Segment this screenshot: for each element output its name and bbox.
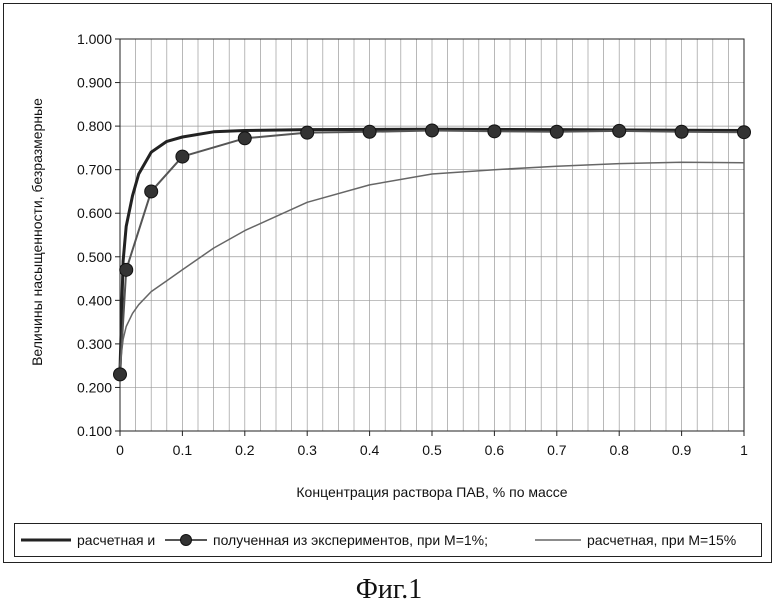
- x-tick-label: 0.8: [609, 442, 629, 458]
- data-point: [363, 125, 376, 138]
- y-tick-label: 0.400: [77, 292, 112, 308]
- data-point: [238, 132, 251, 145]
- data-point: [550, 125, 563, 138]
- y-tick-label: 0.500: [77, 249, 112, 265]
- x-axis-label: Концентрация раствора ПАВ, % по массе: [296, 484, 567, 500]
- data-point: [613, 124, 626, 137]
- legend-item-m15: расчетная, при М=15%: [587, 532, 736, 548]
- x-tick-label: 1: [740, 442, 748, 458]
- data-point: [120, 263, 133, 276]
- chart: 0.1000.2000.3000.4000.5000.6000.7000.800…: [0, 0, 778, 565]
- data-point: [176, 150, 189, 163]
- x-tick-label: 0.4: [360, 442, 380, 458]
- axes: 0.1000.2000.3000.4000.5000.6000.7000.800…: [77, 31, 748, 458]
- y-tick-label: 0.600: [77, 205, 112, 221]
- y-tick-label: 0.300: [77, 336, 112, 352]
- x-tick-label: 0.1: [173, 442, 193, 458]
- legend-item-calculated: расчетная и: [77, 532, 155, 548]
- legend-item-experimental: полученная из экспериментов, при М=1%;: [213, 532, 488, 548]
- data-point: [488, 125, 501, 138]
- legend: расчетная и полученная из экспериментов,…: [14, 523, 762, 557]
- x-tick-label: 0: [116, 442, 124, 458]
- legend-swatch-exp-marker: [181, 535, 192, 546]
- figure-caption: Фиг.1: [0, 574, 778, 606]
- x-tick-label: 0.2: [235, 442, 255, 458]
- data-point: [145, 185, 158, 198]
- y-tick-label: 0.200: [77, 379, 112, 395]
- data-point: [738, 126, 751, 139]
- grid: [120, 39, 744, 431]
- data-point: [301, 126, 314, 139]
- y-tick-label: 0.100: [77, 423, 112, 439]
- y-tick-label: 0.800: [77, 118, 112, 134]
- y-tick-label: 0.900: [77, 75, 112, 91]
- data-point: [675, 125, 688, 138]
- data-point: [426, 124, 439, 137]
- legend-svg: расчетная и полученная из экспериментов,…: [15, 524, 761, 556]
- x-tick-label: 0.5: [422, 442, 442, 458]
- x-tick-label: 0.6: [485, 442, 505, 458]
- y-tick-label: 1.000: [77, 31, 112, 47]
- x-tick-label: 0.9: [672, 442, 692, 458]
- data-point: [114, 368, 127, 381]
- y-axis-label: Величины насыщенности, безразмерные: [29, 98, 45, 366]
- x-tick-label: 0.3: [297, 442, 317, 458]
- x-tick-label: 0.7: [547, 442, 567, 458]
- y-tick-label: 0.700: [77, 162, 112, 178]
